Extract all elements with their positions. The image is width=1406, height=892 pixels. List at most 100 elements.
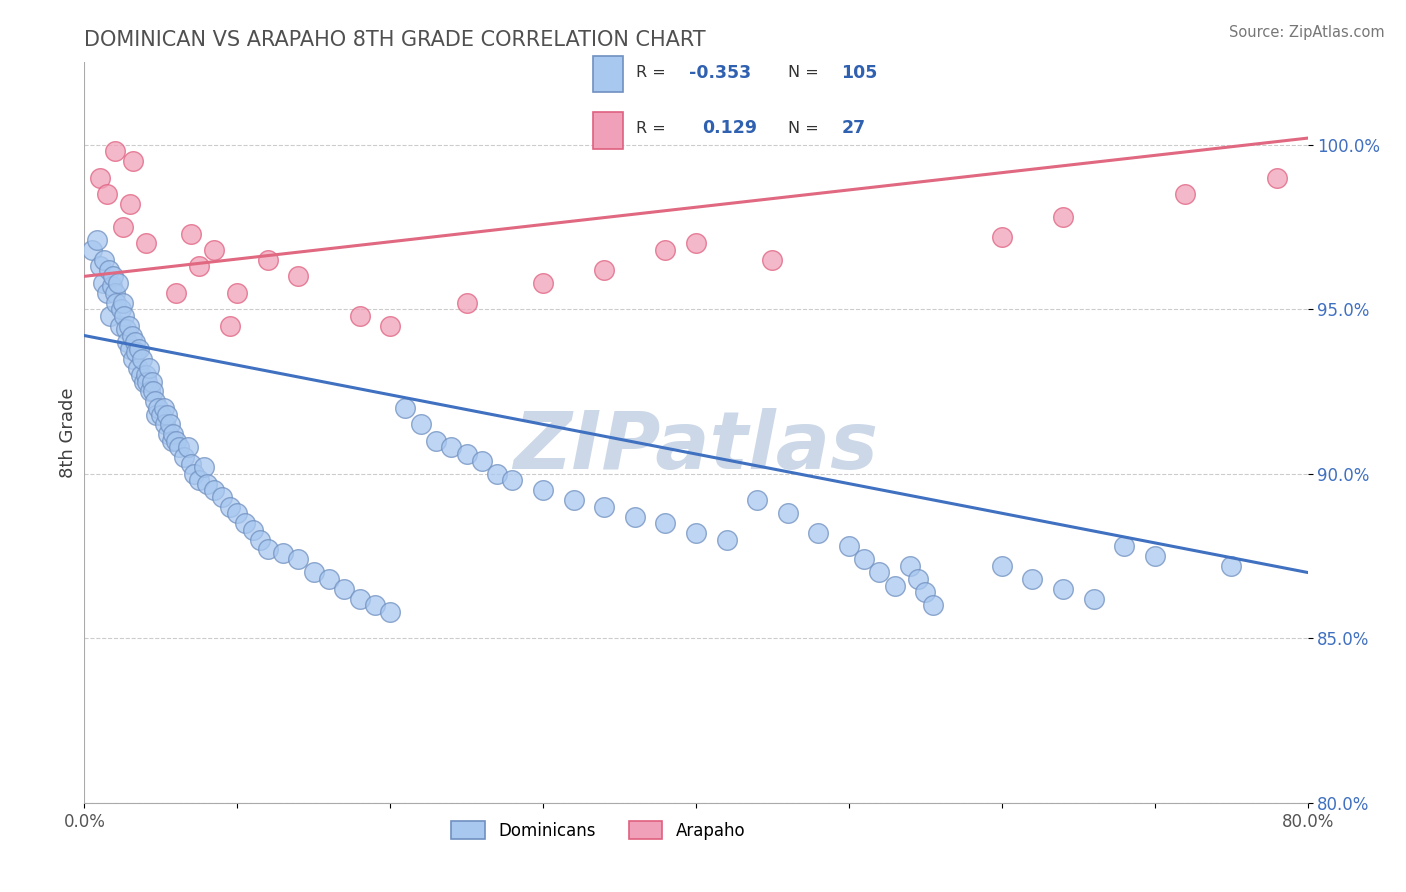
Point	[111, 219, 134, 234]
Point	[287, 269, 309, 284]
Text: N =: N =	[789, 65, 820, 80]
Point	[233, 516, 256, 530]
Point	[914, 585, 936, 599]
Point	[127, 361, 149, 376]
Point	[624, 509, 647, 524]
Point	[394, 401, 416, 415]
Point	[531, 276, 554, 290]
Point	[218, 500, 240, 514]
Point	[142, 384, 165, 399]
Text: Source: ZipAtlas.com: Source: ZipAtlas.com	[1229, 25, 1385, 40]
Point	[853, 552, 876, 566]
Point	[96, 187, 118, 202]
Point	[471, 453, 494, 467]
Point	[593, 500, 616, 514]
Point	[1143, 549, 1166, 563]
Point	[89, 260, 111, 274]
Point	[1174, 187, 1197, 202]
Point	[159, 417, 181, 432]
Point	[105, 295, 128, 310]
Point	[440, 441, 463, 455]
Point	[991, 230, 1014, 244]
Point	[136, 375, 159, 389]
Point	[242, 523, 264, 537]
Point	[111, 295, 134, 310]
Point	[287, 552, 309, 566]
Point	[114, 322, 136, 336]
Point	[180, 457, 202, 471]
Point	[80, 243, 103, 257]
Point	[922, 599, 945, 613]
Point	[593, 262, 616, 277]
Point	[173, 450, 195, 465]
Point	[747, 493, 769, 508]
Point	[257, 252, 280, 267]
Point	[486, 467, 509, 481]
FancyBboxPatch shape	[593, 56, 623, 92]
Point	[110, 302, 132, 317]
Point	[104, 145, 127, 159]
Point	[129, 368, 152, 382]
Point	[1114, 539, 1136, 553]
Text: -0.353: -0.353	[689, 63, 751, 82]
Point	[349, 591, 371, 606]
Point	[685, 526, 707, 541]
FancyBboxPatch shape	[593, 112, 623, 149]
Point	[1220, 558, 1243, 573]
Point	[991, 558, 1014, 573]
Point	[1021, 572, 1043, 586]
Point	[86, 233, 108, 247]
Point	[195, 476, 218, 491]
Legend: Dominicans, Arapaho: Dominicans, Arapaho	[444, 814, 752, 847]
Text: 105: 105	[841, 63, 877, 82]
Point	[776, 506, 799, 520]
Point	[1265, 170, 1288, 185]
Point	[145, 408, 167, 422]
Point	[838, 539, 860, 553]
Point	[883, 579, 905, 593]
Point	[121, 328, 143, 343]
Point	[202, 483, 225, 498]
Point	[138, 361, 160, 376]
Point	[177, 441, 200, 455]
Point	[146, 401, 169, 415]
Point	[302, 566, 325, 580]
Point	[349, 309, 371, 323]
Point	[149, 408, 172, 422]
Point	[139, 384, 162, 399]
Text: R =: R =	[637, 65, 666, 80]
Text: 27: 27	[841, 119, 865, 137]
Point	[132, 375, 155, 389]
Point	[160, 434, 183, 448]
Point	[380, 605, 402, 619]
Point	[135, 236, 157, 251]
Y-axis label: 8th Grade: 8th Grade	[59, 387, 77, 478]
Point	[98, 309, 121, 323]
Point	[155, 417, 177, 432]
Point	[91, 276, 114, 290]
Point	[128, 342, 150, 356]
Point	[122, 351, 145, 366]
Point	[143, 394, 166, 409]
Point	[193, 460, 215, 475]
Text: 0.129: 0.129	[703, 119, 758, 137]
Point	[202, 243, 225, 257]
Point	[107, 276, 129, 290]
Text: N =: N =	[789, 120, 820, 136]
Point	[807, 526, 830, 541]
Point	[97, 262, 120, 277]
Point	[104, 285, 127, 300]
Point	[562, 493, 585, 508]
Text: DOMINICAN VS ARAPAHO 8TH GRADE CORRELATION CHART: DOMINICAN VS ARAPAHO 8TH GRADE CORRELATI…	[84, 29, 706, 50]
Point	[180, 227, 202, 241]
Point	[103, 269, 125, 284]
Point	[108, 318, 131, 333]
Point	[1052, 210, 1074, 224]
Point	[1052, 582, 1074, 596]
Point	[456, 447, 478, 461]
Point	[124, 335, 146, 350]
Point	[157, 427, 180, 442]
Point	[165, 285, 187, 300]
Point	[318, 572, 340, 586]
Point	[907, 572, 929, 586]
